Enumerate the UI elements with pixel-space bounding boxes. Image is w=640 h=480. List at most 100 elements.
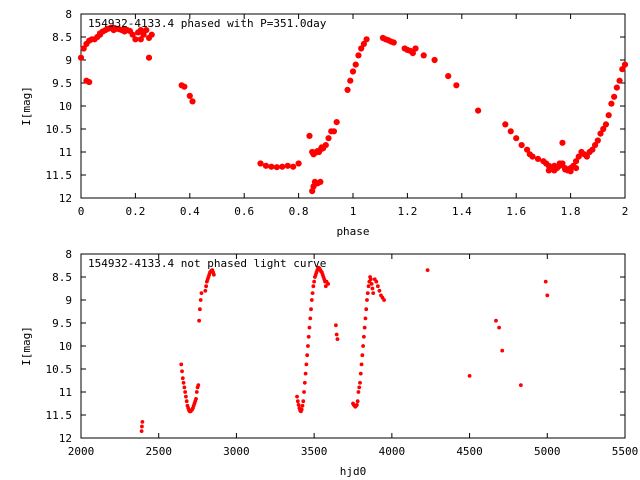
unphased-data-point [312, 279, 317, 284]
phased-data-point [605, 112, 612, 119]
unphased-data-point [199, 291, 204, 295]
unphased-x-tick-label: 2500 [145, 445, 172, 458]
unphased-data-point [198, 307, 202, 312]
phased-x-tick-label: 0.2 [125, 205, 145, 218]
phased-data-point [279, 163, 286, 170]
phased-data-point [181, 83, 188, 90]
phased-y-tick-label: 11 [59, 146, 72, 159]
unphased-data-point [302, 390, 306, 394]
phased-data-point [597, 130, 604, 137]
phased-data-point [290, 163, 297, 170]
unphased-x-tick-label: 4500 [456, 445, 483, 458]
unphased-chart-panel: 2000 2500 3000 3500 4000 4500 5000 5500 8 8.5 9 9.… [20, 248, 638, 478]
phased-data-point [77, 54, 85, 61]
unphased-data-point [363, 316, 368, 321]
unphased-data-point [203, 288, 208, 293]
unphased-data-point [311, 284, 316, 289]
phased-y-tick-label: 8 [65, 8, 72, 21]
unphased-x-tick-label: 3500 [301, 445, 328, 458]
unphased-data-point [354, 402, 359, 407]
phased-data-point [349, 68, 357, 75]
unphased-data-point [184, 399, 189, 404]
phased-data-point [137, 27, 144, 34]
unphased-data-point [335, 337, 340, 341]
phased-data-point [358, 45, 365, 52]
phased-x-axis: 0 0.2 0.4 0.6 0.8 1 1.2 1.4 1.6 1.8 2 [78, 14, 628, 218]
unphased-data-point [140, 420, 145, 424]
phased-data-point [534, 155, 542, 162]
unphased-data-point [304, 362, 309, 367]
unphased-x-tick-label: 5000 [534, 445, 561, 458]
phased-x-tick-label: 1.2 [397, 205, 417, 218]
phased-y-tick-label: 9.5 [52, 77, 72, 90]
phased-data-point [412, 45, 419, 52]
unphased-data-point [334, 323, 338, 328]
phased-data-point [186, 92, 193, 99]
phased-data-point [616, 77, 623, 84]
unphased-data-point [301, 399, 306, 404]
phased-data-point [268, 163, 275, 170]
unphased-data-point [361, 344, 366, 348]
unphased-data-point [370, 286, 375, 291]
unphased-data-point [358, 371, 363, 376]
unphased-data-point [357, 385, 362, 390]
unphased-data-point [360, 353, 365, 358]
unphased-data-point [356, 390, 361, 394]
unphased-data-point [310, 291, 315, 295]
phased-data-point [475, 107, 482, 114]
phased-data-point [344, 86, 351, 93]
unphased-data-point [184, 394, 188, 399]
unphased-y-tick-label: 11 [59, 386, 72, 399]
phased-y-tick-label: 9 [65, 54, 72, 67]
phased-data-point [453, 82, 460, 89]
unphased-data-point [306, 334, 311, 339]
phased-data-point [502, 121, 509, 128]
phased-data-point [507, 128, 514, 135]
phased-data-point [352, 61, 359, 68]
phased-data-point [262, 162, 270, 169]
unphased-data-point [518, 383, 523, 387]
phased-data-point [347, 77, 354, 84]
phased-data-point [409, 50, 416, 57]
phased-x-axis-label: phase [336, 225, 369, 238]
phased-x-tick-label: 1.4 [452, 205, 472, 218]
unphased-data-point [371, 291, 376, 295]
phased-data-point [608, 100, 615, 107]
phased-data-point [333, 119, 340, 126]
unphased-data-points [139, 265, 550, 433]
unphased-data-point [182, 385, 187, 390]
phased-data-point [306, 132, 313, 139]
unphased-data-point [197, 318, 202, 323]
phased-data-point [445, 73, 452, 80]
phased-data-point [567, 168, 574, 175]
unphased-data-point [359, 362, 364, 367]
unphased-data-point [368, 277, 373, 282]
phased-data-point [562, 166, 569, 173]
unphased-data-point [300, 403, 305, 408]
unphased-data-point [355, 399, 360, 404]
unphased-plot-frame [80, 253, 626, 439]
phased-data-point [129, 31, 136, 38]
phased-data-point [140, 31, 147, 38]
phased-data-point [583, 153, 591, 160]
phased-data-point [322, 142, 329, 149]
unphased-data-point [194, 397, 198, 401]
phased-y-axis-label: I[mag] [20, 86, 33, 126]
phased-x-tick-label: 0 [78, 205, 85, 218]
phased-data-point [559, 139, 566, 146]
unphased-data-point [364, 307, 369, 312]
unphased-data-point [295, 399, 300, 404]
phased-y-tick-label: 10.5 [46, 123, 73, 136]
phased-y-tick-label: 8.5 [52, 31, 72, 44]
unphased-y-tick-label: 8 [65, 248, 72, 261]
unphased-data-point [375, 284, 380, 289]
phased-data-point [390, 39, 397, 46]
phased-data-point [96, 31, 104, 38]
unphased-y-tick-label: 12 [59, 432, 72, 445]
unphased-data-point [500, 348, 505, 353]
phased-data-points [77, 24, 629, 195]
phased-x-tick-label: 1 [350, 205, 357, 218]
phased-data-point [355, 52, 362, 59]
phased-data-point [594, 137, 601, 144]
phased-data-point [86, 78, 93, 86]
